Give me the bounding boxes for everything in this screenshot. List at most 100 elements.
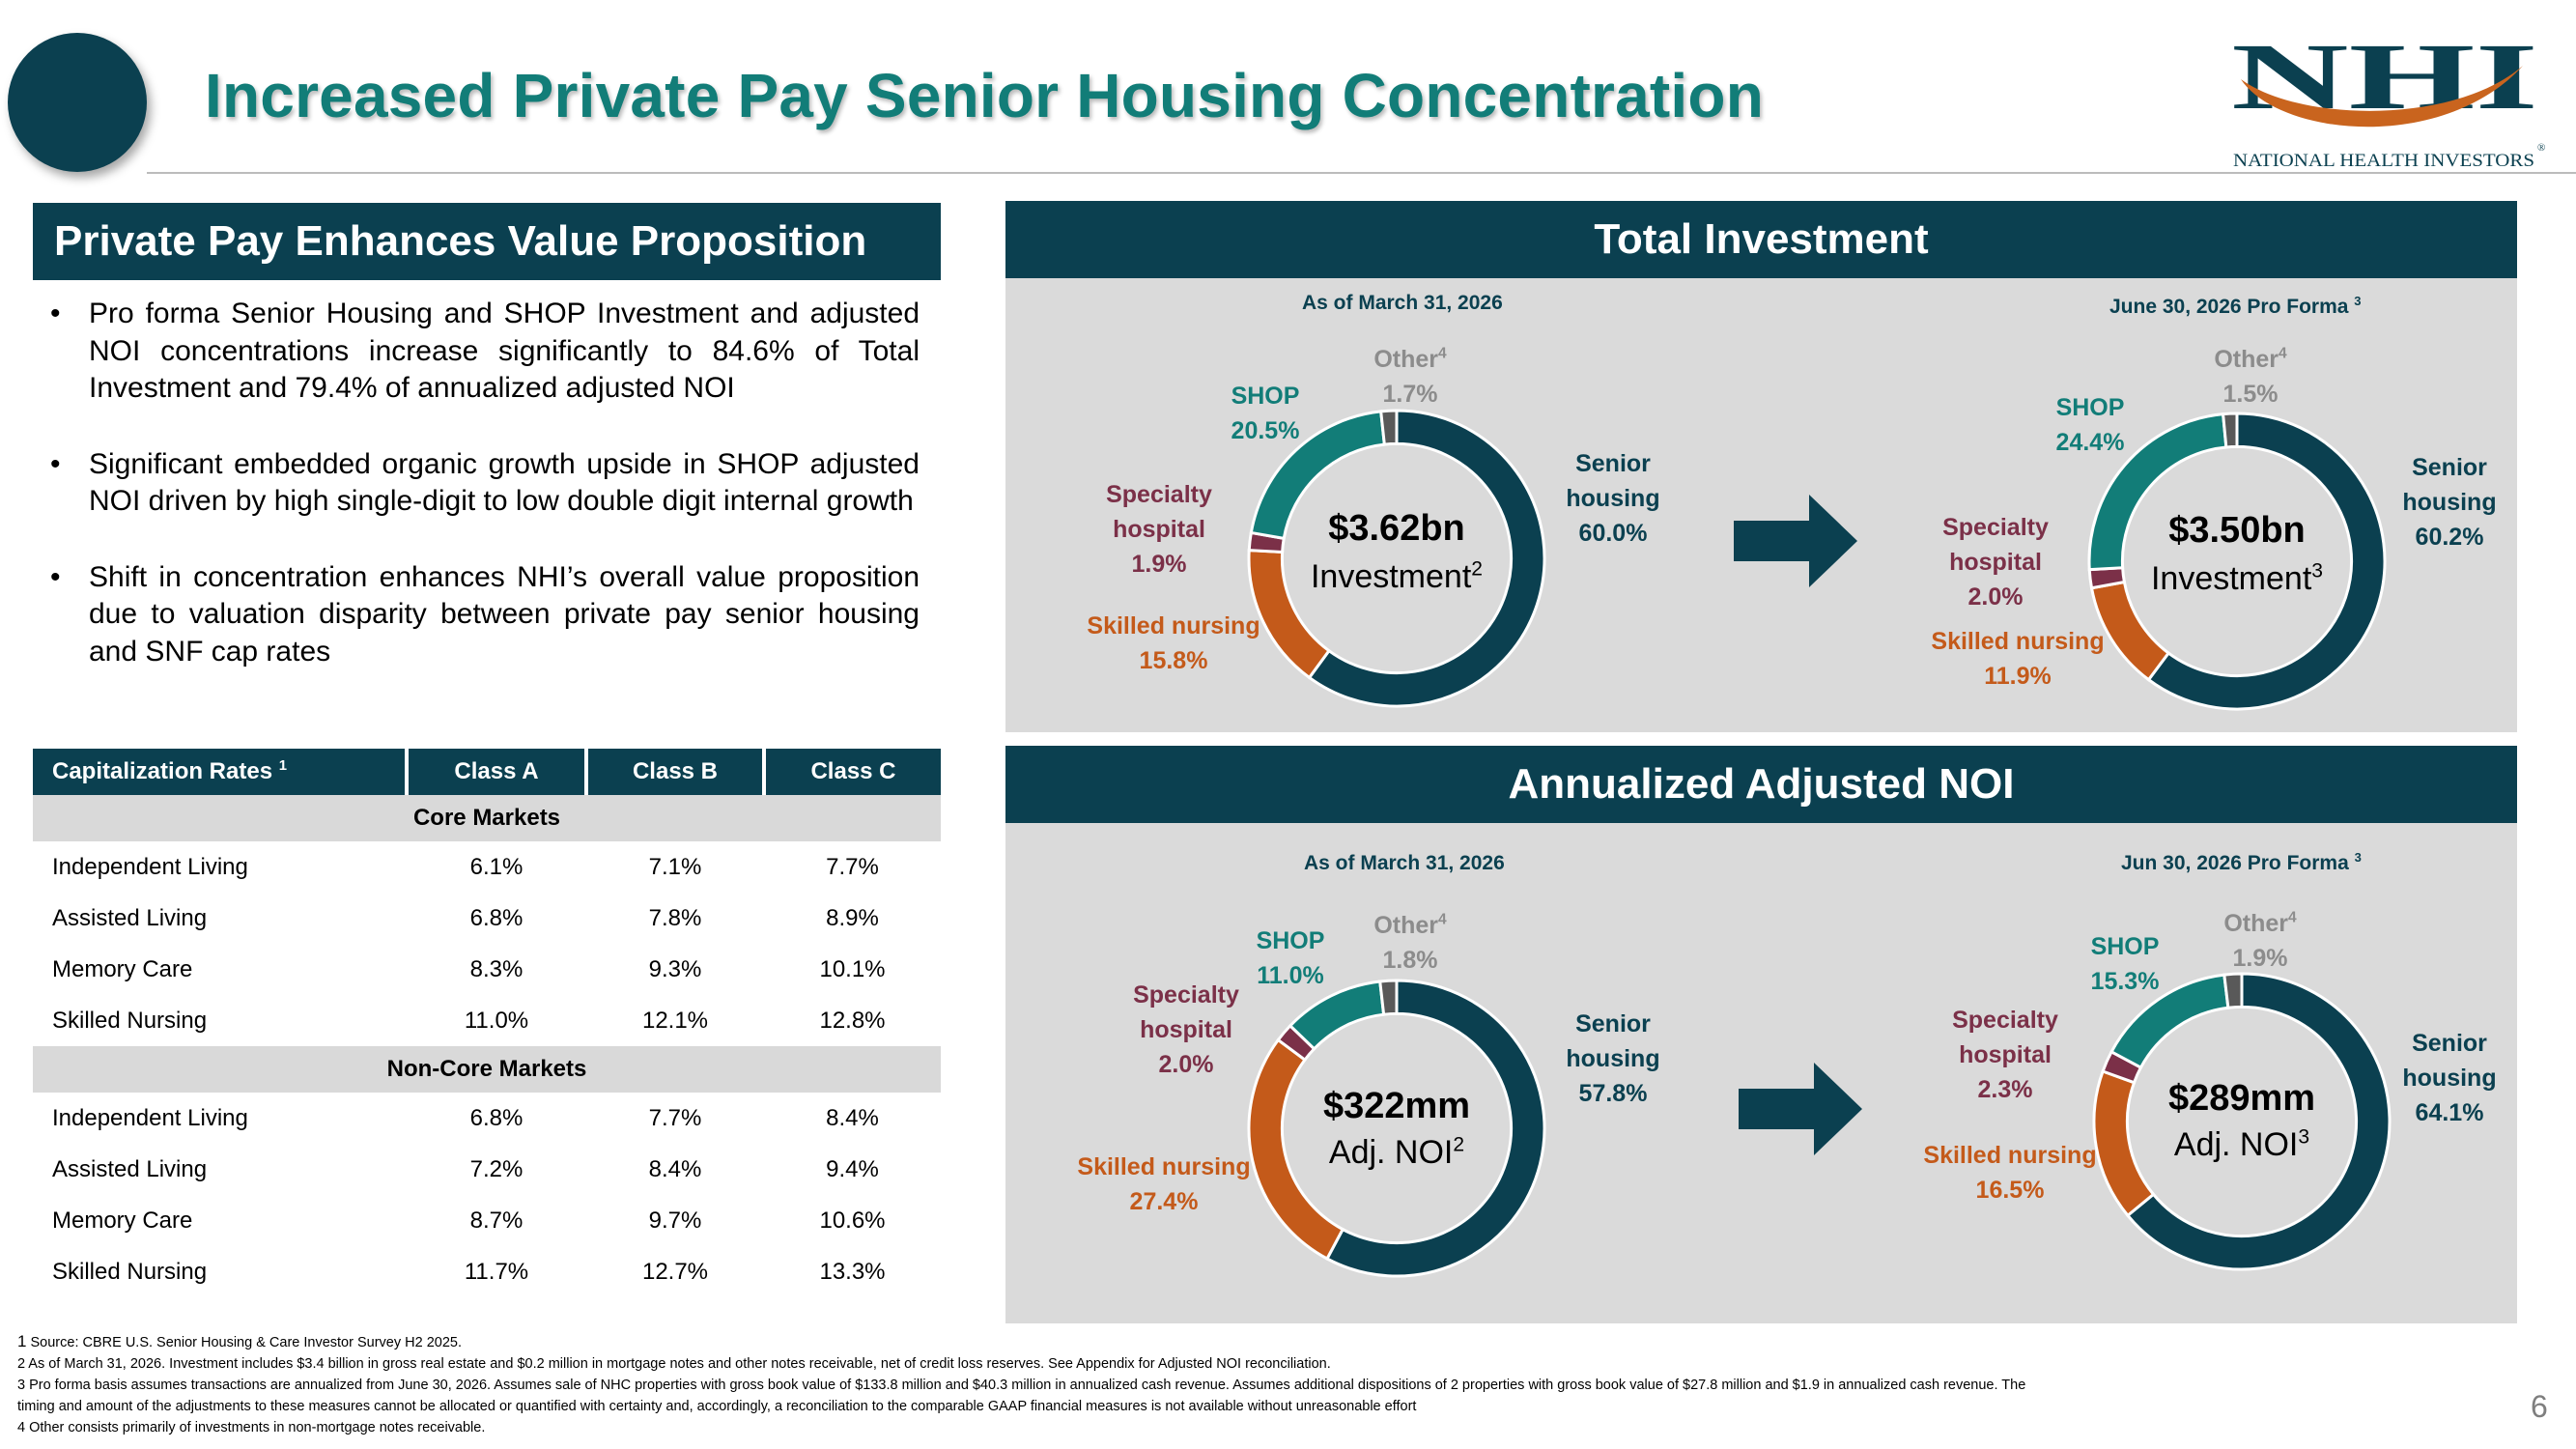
footnotes: 1 Source: CBRE U.S. Senior Housing & Car… xyxy=(17,1331,2509,1438)
noi-left-subtitle: As of March 31, 2026 xyxy=(1304,852,1505,874)
cap-rate-cell: 7.7% xyxy=(648,1104,702,1131)
cap-table-row: Memory Care 8.7% 9.7% 10.6% xyxy=(33,1195,941,1246)
cap-rate-cell: 8.9% xyxy=(826,904,879,931)
cap-table-row: Assisted Living 6.8% 7.8% 8.9% xyxy=(33,893,941,944)
bullet-text: Pro forma Senior Housing and SHOP Invest… xyxy=(89,298,920,404)
cap-rate-cell: 9.7% xyxy=(648,1207,702,1234)
investment-left-subtitle: As of March 31, 2026 xyxy=(1302,292,1503,314)
donut-center-value: $3.50bn xyxy=(2168,510,2306,551)
cap-header-col: Class B xyxy=(586,749,766,795)
noi-heading: Annualized Adjusted NOI xyxy=(1005,746,2517,823)
bullet-glyph: • xyxy=(50,447,61,480)
total-investment-heading: Total Investment xyxy=(1005,201,2517,278)
bullet-item: • Pro forma Senior Housing and SHOP Inves… xyxy=(48,296,920,408)
noi-right-subtitle: Jun 30, 2026 Pro Forma 3 xyxy=(2121,850,2362,874)
donut-center-label: Adj. NOI3 xyxy=(2173,1125,2310,1163)
label-shop: SHOP 24.4% xyxy=(2055,394,2125,456)
cap-header-col: Class C xyxy=(764,749,941,795)
cap-rate-cell: 12.8% xyxy=(819,1007,886,1034)
donut-center-value: $289mm xyxy=(2167,1078,2316,1119)
investment-right-subtitle: June 30, 2026 Pro Forma 3 xyxy=(2109,294,2362,318)
label-specialty-hospital: Specialty hospital 1.9% xyxy=(1106,481,1212,578)
donut-center-value: $3.62bn xyxy=(1328,508,1465,549)
footnote-3: 3 Pro forma basis assumes transactions a… xyxy=(17,1378,2026,1393)
investment-proforma-donut xyxy=(2087,412,2387,711)
donut-slice-senior-housing xyxy=(2125,972,2392,1271)
bullet-item: • Shift in concentration enhances NHI’s o… xyxy=(48,559,920,671)
investment-current-donut xyxy=(1247,409,1546,708)
noi-current-donut xyxy=(1247,979,1546,1278)
cap-table-row: Memory Care 8.3% 9.3% 10.1% xyxy=(33,944,941,995)
cap-rate-cell: 7.2% xyxy=(469,1155,524,1182)
cap-row-label: Skilled Nursing xyxy=(52,1007,208,1034)
noi-proforma-donut xyxy=(2092,972,2392,1271)
cap-rate-cell: 7.1% xyxy=(648,853,702,880)
cap-rate-cell: 13.3% xyxy=(819,1258,886,1285)
cap-rate-cell: 9.3% xyxy=(648,955,702,982)
label-other: Other4 1.7% xyxy=(1373,345,1447,408)
cap-table-row: Skilled Nursing 11.0% 12.1% 12.8% xyxy=(33,995,941,1046)
label-skilled-nursing: Skilled nursing 27.4% xyxy=(1077,1153,1251,1215)
footnote-4: 4 Other consists primarily of investment… xyxy=(17,1420,486,1435)
cap-table-row: Independent Living 6.8% 7.7% 8.4% xyxy=(33,1093,941,1144)
donut-slice-other xyxy=(1378,979,1399,1016)
label-shop: SHOP 11.0% xyxy=(1256,927,1325,989)
cap-table-row: Independent Living 6.1% 7.1% 7.7% xyxy=(33,841,941,893)
donut-slice-other xyxy=(2221,412,2239,449)
cap-rate-cell: 11.7% xyxy=(464,1258,529,1285)
label-other: Other4 1.8% xyxy=(1373,911,1447,974)
footnote-2: 2 As of March 31, 2026. Investment inclu… xyxy=(17,1356,1331,1372)
cap-rate-cell: 12.1% xyxy=(641,1007,709,1034)
label-shop: SHOP 15.3% xyxy=(2090,933,2160,995)
bullet-list: • Pro forma Senior Housing and SHOP Inves… xyxy=(48,296,920,709)
label-specialty-hospital: Specialty hospital 2.0% xyxy=(1133,981,1239,1078)
donut-slice-senior-housing xyxy=(1324,979,1546,1278)
bullet-text: Significant embedded organic growth upsi… xyxy=(89,447,920,518)
bullet-item: • Significant embedded organic growth ups… xyxy=(48,446,920,521)
donut-center-value: $322mm xyxy=(1322,1086,1471,1126)
label-specialty-hospital: Specialty hospital 2.0% xyxy=(1942,514,2049,611)
donut-center-label: Adj. NOI2 xyxy=(1328,1133,1465,1171)
donut-center-label: Investment3 xyxy=(2150,559,2324,597)
value-proposition-heading: Private Pay Enhances Value Proposition xyxy=(33,203,941,280)
donut-slice-other xyxy=(2222,972,2244,1009)
cap-rate-cell: 12.7% xyxy=(641,1258,709,1285)
cap-rate-cell: 7.7% xyxy=(826,853,879,880)
cap-rate-cell: 7.8% xyxy=(648,904,702,931)
label-senior-housing: Senior housing 57.8% xyxy=(1566,1010,1660,1107)
cap-rate-cell: 9.4% xyxy=(826,1155,879,1182)
right-arrow-icon xyxy=(1739,1063,1862,1155)
logo-swoosh xyxy=(2241,66,2523,128)
cap-rate-cell: 10.1% xyxy=(819,955,886,982)
cap-row-label: Memory Care xyxy=(52,955,193,982)
page-number: 6 xyxy=(2531,1389,2548,1424)
label-other: Other4 1.5% xyxy=(2214,345,2287,408)
right-arrow-icon xyxy=(1734,495,1857,587)
logo-name: NATIONAL HEALTH INVESTORS xyxy=(2233,151,2534,171)
cap-rate-cell: 8.4% xyxy=(648,1155,702,1182)
label-senior-housing: Senior housing 60.2% xyxy=(2402,454,2497,551)
cap-row-label: Memory Care xyxy=(52,1207,193,1234)
title-divider xyxy=(147,172,2576,174)
label-specialty-hospital: Specialty hospital 2.3% xyxy=(1952,1007,2058,1103)
footnote-3-cont: timing and amount of the adjustments to … xyxy=(17,1399,1417,1414)
donut-slice-other xyxy=(1379,409,1399,446)
cap-rate-cell: 8.7% xyxy=(469,1207,524,1234)
cap-rate-cell: 6.1% xyxy=(469,853,524,880)
label-skilled-nursing: Skilled nursing 11.9% xyxy=(1931,628,2105,690)
label-other: Other4 1.9% xyxy=(2223,909,2297,972)
cap-header-col: Class A xyxy=(407,749,588,795)
cap-section-row: Core Markets xyxy=(33,795,941,841)
label-senior-housing: Senior housing 60.0% xyxy=(1566,450,1660,547)
decorative-circle xyxy=(8,33,147,172)
cap-rate-cell: 11.0% xyxy=(464,1007,529,1034)
cap-rate-cell: 8.3% xyxy=(469,955,524,982)
cap-rate-cell: 10.6% xyxy=(819,1207,886,1234)
bullet-text: Shift in concentration enhances NHI’s ov… xyxy=(89,560,920,668)
cap-rate-cell: 8.4% xyxy=(826,1104,879,1131)
cap-section-row: Non-Core Markets xyxy=(33,1046,941,1093)
nhi-logo: NHI NATIONAL HEALTH INVESTORS ® xyxy=(2231,29,2545,171)
cap-header-label: Capitalization Rates 1 xyxy=(33,749,409,795)
cap-rates-table: Capitalization Rates 1 Class A Class B C… xyxy=(33,749,941,1297)
cap-rate-cell: 6.8% xyxy=(469,1104,524,1131)
